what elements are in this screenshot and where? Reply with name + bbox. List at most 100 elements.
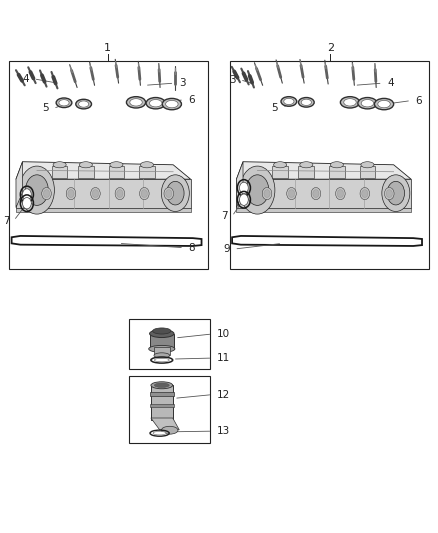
Ellipse shape [385,188,394,200]
Ellipse shape [91,188,100,200]
Ellipse shape [361,161,374,168]
Bar [78,166,94,178]
Text: 10: 10 [217,329,230,339]
Text: 1: 1 [104,43,111,53]
Bar [139,166,155,178]
Polygon shape [16,161,191,179]
Text: 5: 5 [42,103,49,114]
Text: 7: 7 [221,211,228,221]
Text: 13: 13 [217,426,230,436]
Bar [150,403,174,407]
Text: 6: 6 [188,95,195,104]
Polygon shape [16,179,191,207]
Ellipse shape [288,190,294,198]
Bar [52,166,67,178]
Ellipse shape [110,161,123,168]
Polygon shape [237,161,243,207]
Ellipse shape [361,100,374,107]
Ellipse shape [141,161,153,168]
Ellipse shape [264,190,270,198]
Bar [109,166,124,178]
Ellipse shape [330,161,343,168]
Ellipse shape [130,99,142,106]
Ellipse shape [382,175,410,212]
Polygon shape [237,207,411,212]
Text: 8: 8 [188,243,195,253]
Bar [130,376,210,443]
Ellipse shape [150,330,174,337]
Text: 3: 3 [179,78,185,88]
Ellipse shape [127,96,146,108]
Polygon shape [237,161,411,179]
Text: 7: 7 [3,216,10,225]
Bar [130,319,210,369]
Ellipse shape [301,99,311,106]
Ellipse shape [22,189,31,200]
Ellipse shape [284,99,294,104]
Ellipse shape [374,99,394,110]
Ellipse shape [240,194,248,205]
Bar [10,61,208,269]
Polygon shape [232,236,422,246]
Ellipse shape [66,188,76,200]
Ellipse shape [152,328,171,334]
Ellipse shape [140,188,149,200]
Polygon shape [16,161,22,207]
Ellipse shape [246,175,269,205]
Bar [360,166,375,178]
Text: 11: 11 [217,353,230,363]
Ellipse shape [149,345,175,352]
Polygon shape [16,207,191,212]
Ellipse shape [166,181,184,205]
Ellipse shape [298,98,314,107]
Ellipse shape [151,382,173,389]
Ellipse shape [161,426,178,434]
Ellipse shape [337,190,343,198]
Ellipse shape [287,188,296,200]
Ellipse shape [362,190,368,198]
Ellipse shape [153,431,166,435]
Bar [154,346,170,356]
Ellipse shape [141,190,148,198]
Ellipse shape [42,188,51,200]
Ellipse shape [59,100,69,106]
Ellipse shape [300,161,313,168]
Ellipse shape [344,99,356,106]
Ellipse shape [387,181,405,205]
Ellipse shape [340,96,360,108]
Ellipse shape [146,98,165,109]
Text: 12: 12 [217,390,230,400]
Ellipse shape [154,353,170,358]
Ellipse shape [117,190,123,198]
Ellipse shape [311,188,321,200]
Ellipse shape [53,161,66,168]
Ellipse shape [386,190,392,198]
Ellipse shape [43,190,49,198]
Polygon shape [237,179,411,207]
Bar [150,392,174,396]
Ellipse shape [358,98,377,109]
Polygon shape [12,236,201,246]
Ellipse shape [78,101,89,107]
Ellipse shape [149,100,162,107]
Text: 9: 9 [223,244,230,254]
Ellipse shape [19,166,54,214]
Ellipse shape [281,96,297,106]
Ellipse shape [164,188,173,200]
Ellipse shape [92,190,99,198]
Text: 4: 4 [22,74,29,84]
Text: 2: 2 [327,43,334,53]
Ellipse shape [262,188,272,200]
Ellipse shape [154,358,169,362]
Bar [298,166,314,178]
Bar [151,385,173,420]
Ellipse shape [240,166,275,214]
Text: 4: 4 [387,78,394,88]
Text: 3: 3 [229,75,236,85]
Ellipse shape [274,161,287,168]
Ellipse shape [79,161,92,168]
Ellipse shape [161,175,189,212]
Bar [329,166,345,178]
Text: 5: 5 [271,102,278,112]
Ellipse shape [115,188,125,200]
